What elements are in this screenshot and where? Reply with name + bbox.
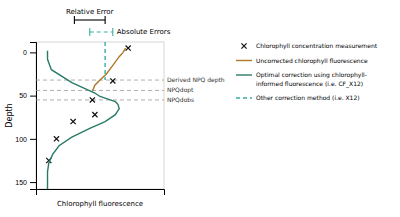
y-tick-label: 0 bbox=[23, 49, 27, 56]
x-axis bbox=[37, 190, 165, 196]
error-bracket-end bbox=[89, 28, 90, 36]
reference-label: Derived NPQ depth bbox=[167, 76, 225, 84]
error-bracket bbox=[90, 31, 113, 32]
y-tick-label: 100 bbox=[15, 136, 27, 143]
line bbox=[104, 42, 105, 80]
y-tick: 100 bbox=[15, 136, 36, 143]
error-label: Relative Error bbox=[66, 8, 114, 16]
error-bracket-end bbox=[74, 16, 75, 24]
reference-line bbox=[36, 99, 164, 100]
legend-symbol bbox=[236, 74, 252, 75]
legend: Chlorophyll concentration measurement Unc… bbox=[236, 42, 378, 101]
y-tick-label: 150 bbox=[15, 179, 27, 186]
scatter-point bbox=[90, 97, 95, 102]
line bbox=[92, 48, 125, 91]
x-axis-title: Chlorophyll fluorescence bbox=[57, 200, 143, 208]
y-tick-mark bbox=[30, 139, 36, 140]
legend-symbol bbox=[236, 60, 252, 61]
y-tick: 150 bbox=[15, 179, 36, 186]
y-tick-label: 50 bbox=[19, 92, 27, 99]
y-axis-title: Depth bbox=[5, 103, 14, 127]
y-tick-mark bbox=[30, 182, 36, 183]
y-axis: 0 50 100 150 bbox=[15, 43, 36, 190]
scatter-point bbox=[110, 78, 115, 83]
chart: 0 50 100 150 Chlorophyll fluorescence Depth De… bbox=[0, 0, 400, 217]
y-tick: 50 bbox=[19, 92, 36, 99]
scatter-point bbox=[54, 136, 59, 141]
error-bracket-end bbox=[112, 28, 113, 36]
reference-label: NPQdobs bbox=[167, 96, 194, 103]
y-tick-mark bbox=[30, 52, 36, 53]
error-bracket-end bbox=[105, 16, 106, 24]
plot-area bbox=[36, 42, 164, 189]
legend-label: Uncorrected chlorophyll fluorescence bbox=[256, 56, 368, 64]
scatter-point bbox=[71, 119, 76, 124]
error-label: Absolute Errors bbox=[117, 28, 171, 36]
y-tick-mark bbox=[30, 96, 36, 97]
legend-symbol bbox=[236, 97, 252, 98]
x-axis-line bbox=[37, 190, 165, 196]
plot-frame bbox=[36, 42, 164, 189]
reference-line bbox=[36, 90, 164, 91]
line bbox=[48, 51, 120, 189]
scatter-point bbox=[126, 45, 131, 50]
y-tick: 0 bbox=[23, 49, 36, 56]
legend-symbol bbox=[241, 43, 246, 48]
y-axis-line bbox=[30, 43, 37, 190]
legend-label: Other correction method (i.e. X12) bbox=[256, 94, 360, 101]
legend-label: Chlorophyll concentration measurement bbox=[256, 42, 378, 50]
scatter-point bbox=[92, 112, 97, 117]
legend-label: Optimal correction using chlorophyll-inf… bbox=[256, 71, 367, 88]
reference-label: NPQdopt bbox=[167, 86, 194, 94]
error-bracket bbox=[74, 19, 105, 20]
